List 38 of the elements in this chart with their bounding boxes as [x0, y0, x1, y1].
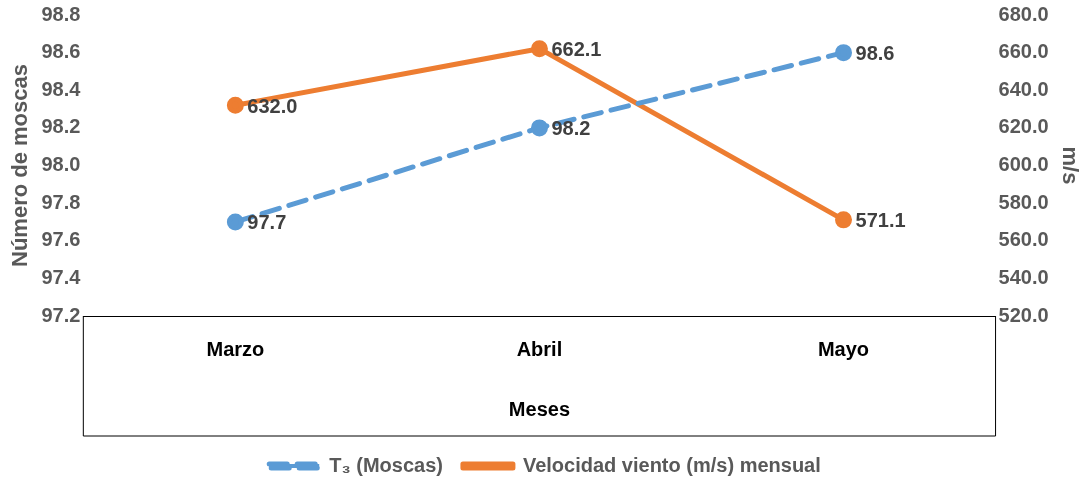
- data-label: 662.1: [551, 38, 602, 61]
- y-tick-label: 98.4: [41, 77, 82, 100]
- point: [835, 44, 853, 62]
- point: [226, 213, 244, 231]
- y2-tick-label: 560.0: [998, 228, 1049, 251]
- y2-axis-title: m/s: [1057, 146, 1083, 185]
- y2-tick-label: 520.0: [998, 303, 1049, 326]
- y2-tick-label: 620.0: [998, 115, 1049, 138]
- y2-tick-label: 640.0: [998, 77, 1049, 100]
- y-tick-label: 97.8: [41, 190, 81, 213]
- point: [530, 119, 548, 137]
- y-tick-label: 97.6: [41, 228, 81, 251]
- point: [226, 96, 244, 114]
- y-tick-label: 98.6: [41, 40, 81, 63]
- x-axis-title: Meses: [508, 397, 571, 420]
- data-label: 98.6: [855, 42, 895, 65]
- data-label: 98.2: [551, 117, 591, 140]
- y2-tick-label: 600.0: [998, 153, 1049, 176]
- y-tick-label: 98.2: [41, 115, 81, 138]
- data-label: 571.1: [855, 209, 906, 232]
- x-tick-label: Mayo: [817, 337, 870, 360]
- y-tick-label: 98.8: [41, 2, 81, 25]
- legend-label: T₃ (Moscas): [329, 453, 443, 476]
- point: [835, 211, 853, 229]
- y2-tick-label: 540.0: [998, 265, 1049, 288]
- y2-tick-label: 680.0: [998, 2, 1049, 25]
- y-tick-label: 97.2: [41, 303, 81, 326]
- x-tick-label: Abril: [516, 337, 563, 360]
- y2-tick-label: 580.0: [998, 190, 1049, 213]
- data-label: 97.7: [247, 211, 287, 234]
- y-axis-title: Número de moscas: [7, 64, 33, 267]
- y2-tick-label: 660.0: [998, 40, 1049, 63]
- y-tick-label: 98.0: [41, 153, 81, 176]
- x-tick-label: Marzo: [206, 337, 265, 360]
- y-tick-label: 97.4: [41, 265, 82, 288]
- legend-label: Velocidad viento (m/s) mensual: [522, 453, 821, 476]
- point: [530, 40, 548, 58]
- data-label: 632.0: [247, 94, 298, 117]
